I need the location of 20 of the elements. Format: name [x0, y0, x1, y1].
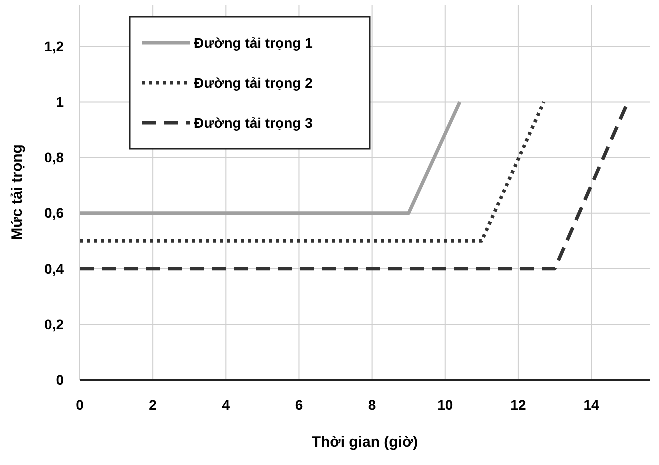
x-tick-label: 6 [295, 397, 304, 413]
y-tick-label: 0,2 [44, 316, 64, 332]
x-tick-label: 2 [149, 397, 158, 413]
x-tick-label: 0 [76, 397, 84, 413]
x-tick-label: 12 [510, 397, 526, 413]
y-axis-title: Mức tải trọng [9, 144, 26, 240]
y-tick-label: 1 [56, 94, 64, 110]
x-tick-label: 4 [222, 397, 230, 413]
x-axis-title: Thời gian (giờ) [312, 434, 418, 451]
legend-label: Đường tải trọng 2 [194, 74, 314, 91]
y-tick-label: 1,2 [44, 38, 64, 55]
x-tick-label: 8 [368, 397, 376, 413]
y-tick-label: 0,8 [44, 150, 64, 166]
y-tick-label: 0,6 [44, 205, 64, 222]
y-tick-label: 0,4 [44, 260, 64, 277]
x-tick-label: 10 [438, 397, 454, 413]
legend-label: Đường tải trọng 3 [194, 114, 314, 131]
x-tick-label: 14 [584, 397, 600, 413]
y-tick-label: 0 [56, 372, 64, 388]
legend-label: Đường tải trọng 1 [194, 34, 314, 51]
